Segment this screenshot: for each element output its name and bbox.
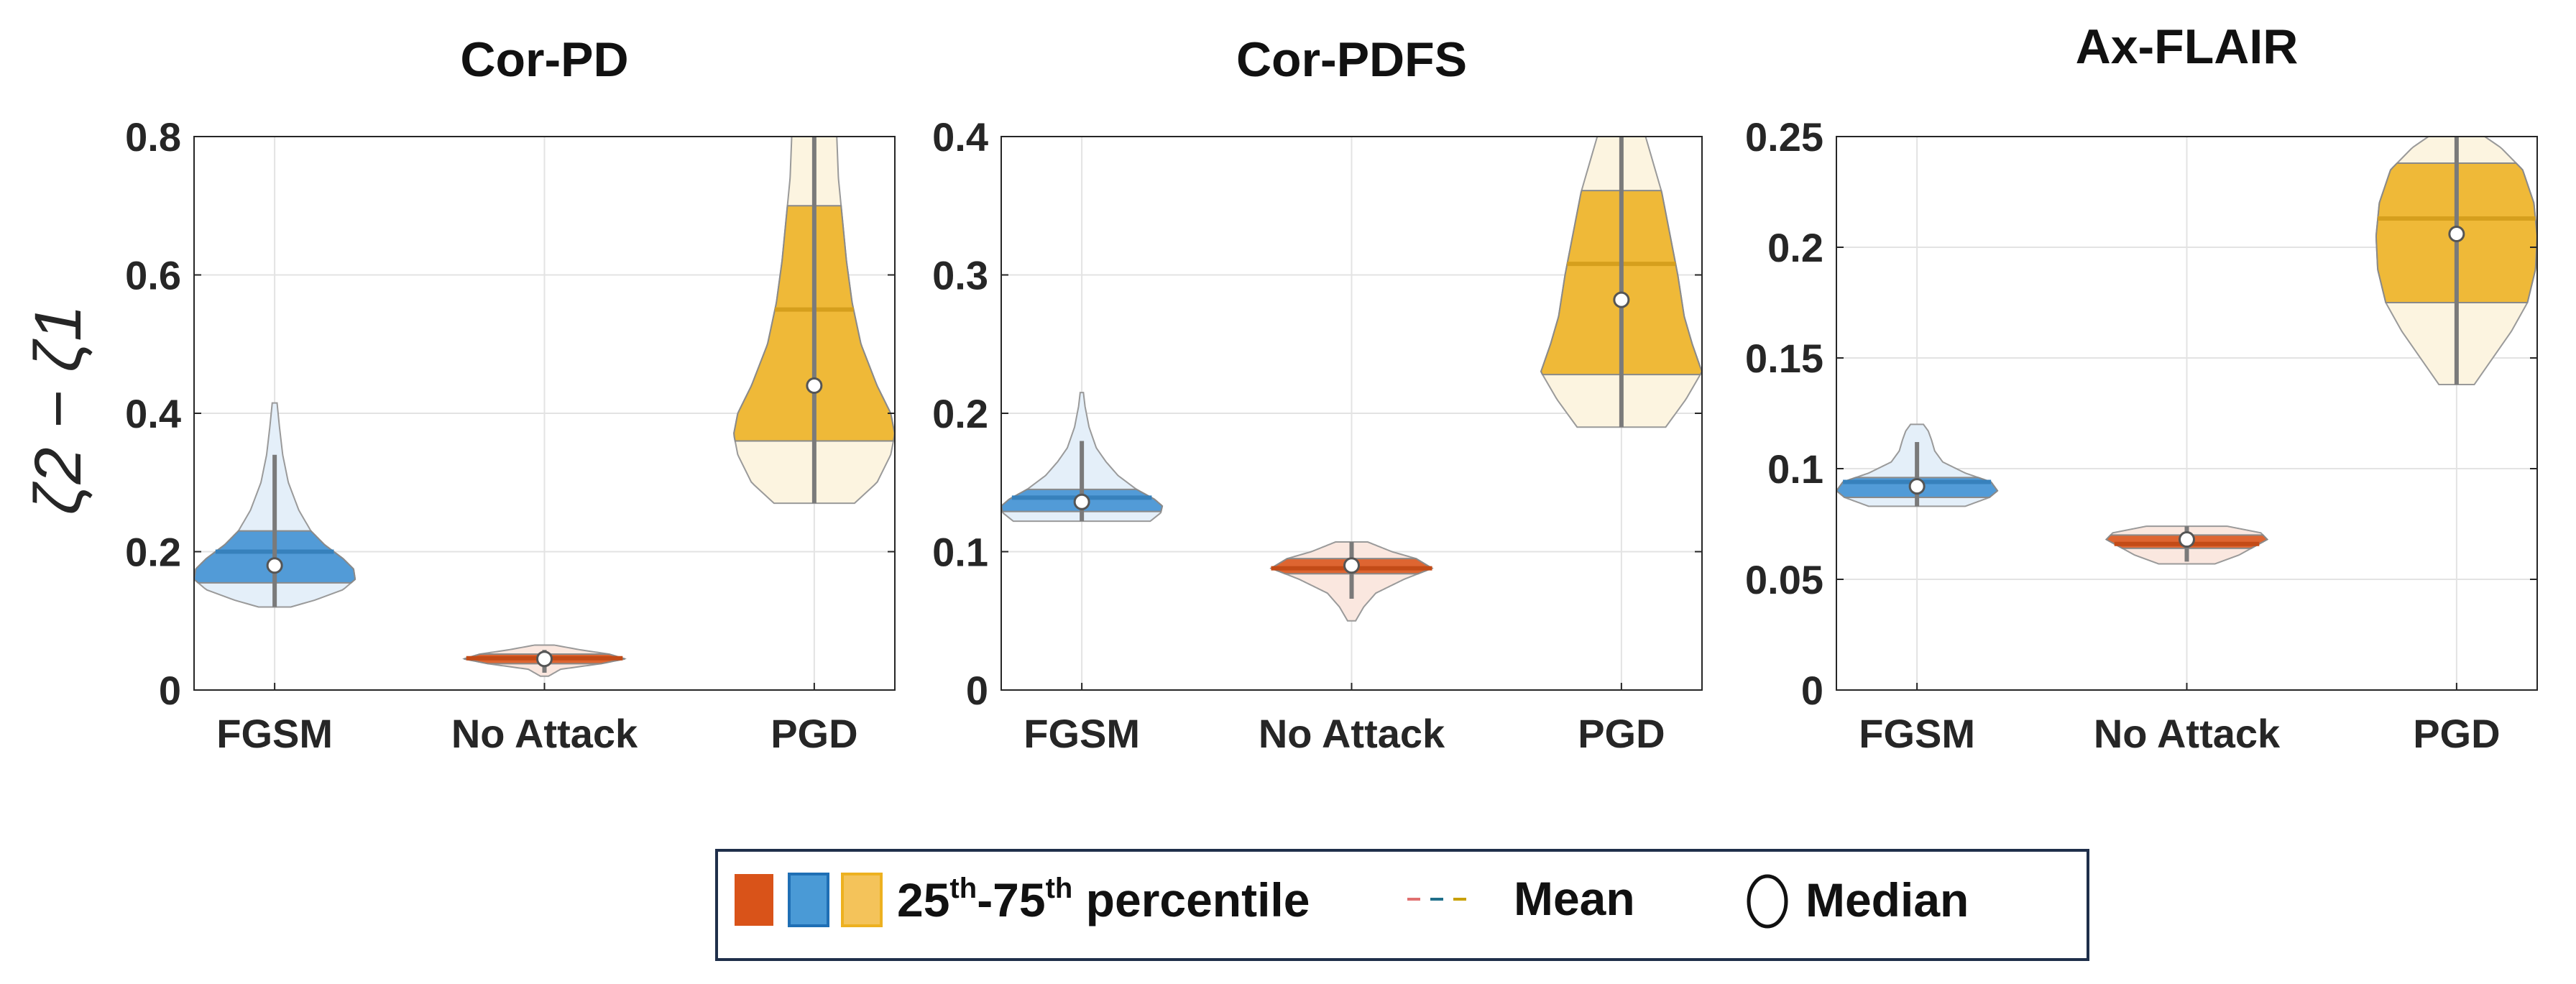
legend-percentile-word: percentile <box>1072 873 1310 926</box>
legend-box <box>715 849 2089 961</box>
y-tick-label: 0.05 <box>1745 557 1823 602</box>
median-marker-pgd <box>1613 291 1630 308</box>
y-tick-label: 0 <box>159 668 181 713</box>
legend-percentile-25: 25 <box>897 873 949 926</box>
y-tick-label: 0.1 <box>1767 446 1823 492</box>
x-tick-label-pgd: PGD <box>770 711 857 756</box>
chart-title-ax-flair: Ax-FLAIR <box>2076 19 2299 74</box>
y-tick-label: 0.25 <box>1745 114 1823 160</box>
y-tick-label: 0.8 <box>125 114 181 160</box>
x-tick-label-fgsm: FGSM <box>1859 711 1975 756</box>
violins <box>194 137 895 677</box>
legend-median-marker <box>1747 874 1788 929</box>
legend-percentile-label: 25th-75th percentile <box>897 873 1310 926</box>
panel-ax-flair: 0 0.05 0.1 0.15 0.2 0.25 FGSM No Attack PGD Ax-FL… <box>1745 19 2538 756</box>
y-tick-label: 0.3 <box>932 253 988 298</box>
panel-cor-pdfs: 0 0.1 0.2 0.3 0.4 FGSM No Attack PGD Cor-PDFS <box>932 32 1703 756</box>
legend-mean-label: Mean <box>1514 872 1635 925</box>
median-marker-no-attack <box>2179 531 2195 548</box>
legend-swatch-fgsm <box>788 873 829 927</box>
y-tick-label: 0 <box>966 668 988 713</box>
x-tick-label-no-attack: No Attack <box>451 711 638 756</box>
x-tick-label-pgd: PGD <box>2413 711 2500 756</box>
legend-percentile-75: -75 <box>977 873 1045 926</box>
y-tick-label: 0.2 <box>932 391 988 436</box>
x-tick-label-fgsm: FGSM <box>216 711 333 756</box>
y-tick-label: 0 <box>1801 668 1823 713</box>
y-tick-label: 0.2 <box>1767 225 1823 270</box>
violins <box>1836 137 2537 565</box>
median-marker-pgd <box>806 377 823 394</box>
x-tick-label-no-attack: No Attack <box>1259 711 1445 756</box>
y-tick-label: 0.15 <box>1745 336 1823 381</box>
y-tick-label: 0.6 <box>125 253 181 298</box>
median-marker-no-attack <box>1343 557 1360 574</box>
legend-swatch-no-attack <box>735 874 773 926</box>
median-marker-fgsm <box>1908 478 1926 495</box>
median-marker-fgsm <box>1073 493 1090 510</box>
chart-title-cor-pdfs: Cor-PDFS <box>1236 32 1467 87</box>
legend-percentile-th2: th <box>1046 873 1073 904</box>
legend-swatch-pgd <box>841 873 883 927</box>
chart-title-cor-pd: Cor-PD <box>460 32 628 87</box>
y-tick-label: 0.4 <box>932 114 988 160</box>
x-tick-label-no-attack: No Attack <box>2094 711 2281 756</box>
legend-median-label: Median <box>1806 873 1969 926</box>
median-marker-pgd <box>2448 226 2465 243</box>
y-tick-label: 0.2 <box>125 530 181 575</box>
y-tick-label: 0.4 <box>125 391 181 436</box>
x-tick-label-pgd: PGD <box>1578 711 1665 756</box>
legend-percentile-th1: th <box>949 873 977 904</box>
median-marker-fgsm <box>266 557 283 574</box>
median-marker-no-attack <box>536 650 553 668</box>
panel-cor-pd: 0 0.2 0.4 0.6 0.8 FGSM No Attack PGD Cor-PD <box>125 32 896 756</box>
legend: 25th-75th percentile Mean Median <box>715 849 2089 961</box>
x-tick-label-fgsm: FGSM <box>1024 711 1140 756</box>
y-axis-label: ζ2 − ζ1 <box>22 305 95 515</box>
violins <box>1001 137 1702 622</box>
y-tick-label: 0.1 <box>932 530 988 575</box>
